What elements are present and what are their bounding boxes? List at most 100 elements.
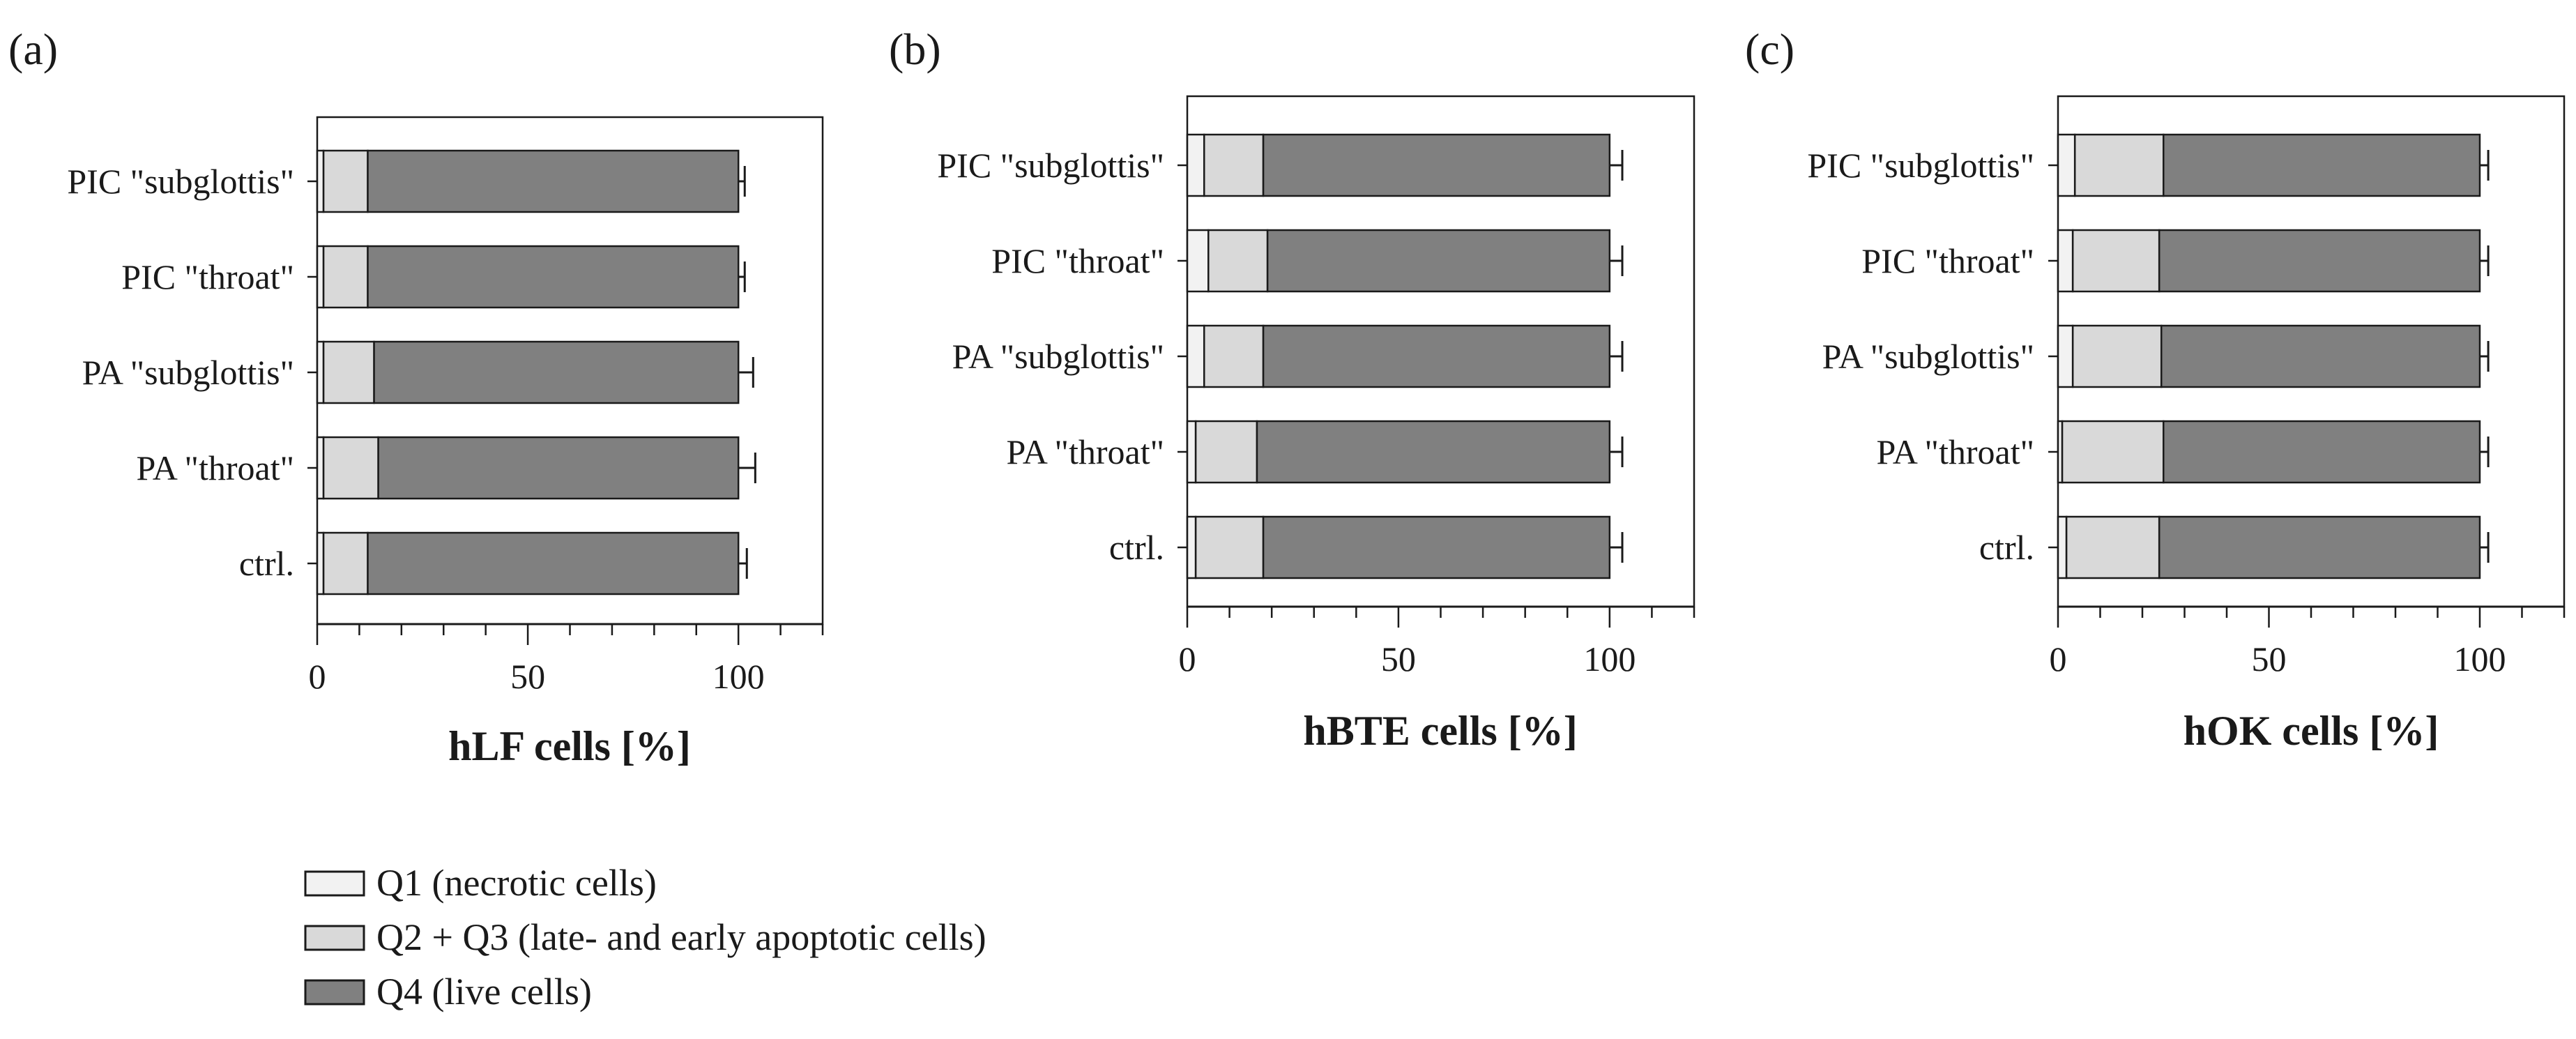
- panel-a-bar-q4: [367, 149, 740, 213]
- panel-c-bar-q4: [2163, 420, 2481, 484]
- panel-b-error-bar-q4: [1609, 532, 1624, 563]
- panel-c-category-label: PA "throat": [1876, 432, 2034, 471]
- panel-c-category-label: PIC "throat": [1861, 241, 2034, 280]
- panel-b-bar-q4: [1256, 420, 1611, 484]
- panel-c-bar-q4: [2158, 515, 2481, 579]
- panel-b-bar-q4: [1262, 515, 1611, 579]
- panel-b-category-label: PA "subglottis": [952, 337, 1164, 376]
- panel-b-letter: (b): [889, 24, 941, 74]
- panel-a-x-axis-title: hLF cells [%]: [448, 723, 691, 769]
- legend-item-q4: Q4 (live cells): [304, 971, 592, 1013]
- panel-c-x-tick-label: 50: [2252, 639, 2287, 678]
- legend-item-q23: Q2 + Q3 (late- and early apoptotic cells…: [304, 916, 986, 958]
- panel-c-bar-q23: [2065, 515, 2160, 579]
- panel-a-bar-q23: [322, 531, 369, 596]
- panel-b-bar-q1: [1186, 515, 1197, 579]
- panel-c-bar-q1: [2057, 133, 2076, 197]
- legend-swatch-q4: [304, 979, 365, 1006]
- panel-a-x-tick-label: 0: [309, 657, 326, 696]
- panel-c-category-label: PA "subglottis": [1822, 337, 2034, 376]
- panel-c-bar-q4: [2163, 133, 2481, 197]
- panel-c-x-tick-label: 0: [2050, 639, 2067, 678]
- panel-b-bar-q1: [1186, 324, 1205, 388]
- panel-a-error-bar-q4: [738, 357, 754, 388]
- panel-c-bar-q23: [2071, 229, 2160, 293]
- panel-a-bar-q4: [377, 436, 740, 500]
- panel-c-x-axis-title: hOK cells [%]: [2183, 708, 2439, 754]
- panel-b-bar-q4: [1262, 133, 1611, 197]
- panel-a-category-label: PIC "throat": [121, 257, 294, 296]
- panel-b-error-bar-q4: [1609, 245, 1624, 276]
- panel-a-letter: (a): [8, 24, 58, 74]
- panel-a-bar-q23: [322, 149, 369, 213]
- legend-swatch-q23: [304, 925, 365, 951]
- panel-b-x-tick-label: 100: [1583, 639, 1636, 678]
- panel-c-error-bar-q4: [2480, 150, 2490, 181]
- panel-c-x-tick-label: 100: [2454, 639, 2506, 678]
- panel-b-category-label: PIC "throat": [991, 241, 1164, 280]
- panel-c-bar-q4: [2160, 324, 2481, 388]
- panel-b-bar-q4: [1262, 324, 1611, 388]
- panel-c-error-bar-q4: [2480, 437, 2490, 467]
- panel-a-category-label: PA "subglottis": [82, 353, 294, 392]
- panel-b-bar-q4: [1266, 229, 1611, 293]
- panel-c-category-label: ctrl.: [1979, 528, 2034, 567]
- panel-c-error-bar-q4: [2480, 341, 2490, 372]
- panel-b-category-label: PIC "subglottis": [937, 146, 1164, 185]
- panel-b-category-label: ctrl.: [1109, 528, 1164, 567]
- panel-b-category-label: PA "throat": [1006, 432, 1164, 471]
- panel-b-error-bar-q4: [1609, 437, 1624, 467]
- panel-a-category-label: PIC "subglottis": [67, 162, 294, 201]
- panel-b-error-bar-q4: [1609, 341, 1624, 372]
- panel-b-bar-q1: [1186, 229, 1210, 293]
- panel-a-bar-q1: [316, 340, 325, 404]
- panel-a-bar-q1: [316, 149, 325, 213]
- panel-a-bar-q1: [316, 436, 325, 500]
- panel-c-bar-q1: [2057, 324, 2074, 388]
- panel-c-error-bar-q4: [2480, 532, 2490, 563]
- panel-a-x-tick-label: 50: [510, 657, 545, 696]
- panel-c-bar-q1: [2057, 515, 2068, 579]
- panel-a-bar-q4: [373, 340, 740, 404]
- panel-b-bar-q23: [1194, 515, 1265, 579]
- panel-a-bar-q23: [322, 245, 369, 309]
- panel-a-error-bar-q4: [738, 166, 746, 197]
- panel-b-x-tick-label: 0: [1179, 639, 1196, 678]
- panel-a-error-bar-q4: [738, 548, 748, 579]
- panel-c-category-label: PIC "subglottis": [1807, 146, 2034, 185]
- legend: Q1 (necrotic cells) Q2 + Q3 (late- and ea…: [304, 862, 986, 1013]
- panel-b-bar-q23: [1203, 133, 1265, 197]
- legend-swatch-q1: [304, 870, 365, 897]
- panel-c-bar-q1: [2057, 229, 2074, 293]
- panel-a-bar-q23: [322, 436, 379, 500]
- panel-b-error-bar-q4: [1609, 150, 1624, 181]
- panel-a: (a) 0 50 100 hLF cells [%] PIC "subglottis" PI…: [8, 24, 824, 769]
- panel-b-bar-q1: [1186, 133, 1205, 197]
- panel-b-bar-q23: [1207, 229, 1269, 293]
- panel-c-letter: (c): [1745, 24, 1794, 74]
- panel-c-error-bar-q4: [2480, 245, 2490, 276]
- panel-b-bar-q1: [1186, 420, 1197, 484]
- panel-a-bar-q23: [322, 340, 375, 404]
- panel-a-bar-q4: [367, 245, 740, 309]
- panel-a-error-bar-q4: [738, 261, 746, 292]
- panel-c-bar-q23: [2061, 420, 2165, 484]
- panel-a-error-bar-q4: [738, 453, 756, 483]
- panel-b-bar-q23: [1194, 420, 1258, 484]
- legend-label-q4: Q4 (live cells): [376, 971, 592, 1013]
- panel-c-bar-q23: [2073, 133, 2165, 197]
- panel-b-x-axis-title: hBTE cells [%]: [1303, 708, 1577, 754]
- panel-a-category-label: PA "throat": [136, 448, 294, 487]
- panel-a-bar-q1: [316, 245, 325, 309]
- panel-b-x-tick-label: 50: [1381, 639, 1416, 678]
- panel-c-bar-q4: [2158, 229, 2481, 293]
- panel-b-bar-q23: [1203, 324, 1265, 388]
- panel-c-bar-q23: [2071, 324, 2163, 388]
- panel-c: (c) 0 50 100 hOK cells [%] PIC "subglottis" PI…: [1745, 24, 2566, 754]
- legend-item-q1: Q1 (necrotic cells): [304, 862, 657, 904]
- legend-label-q23: Q2 + Q3 (late- and early apoptotic cells…: [376, 916, 986, 958]
- panel-a-bar-q4: [367, 531, 740, 596]
- legend-label-q1: Q1 (necrotic cells): [376, 862, 657, 904]
